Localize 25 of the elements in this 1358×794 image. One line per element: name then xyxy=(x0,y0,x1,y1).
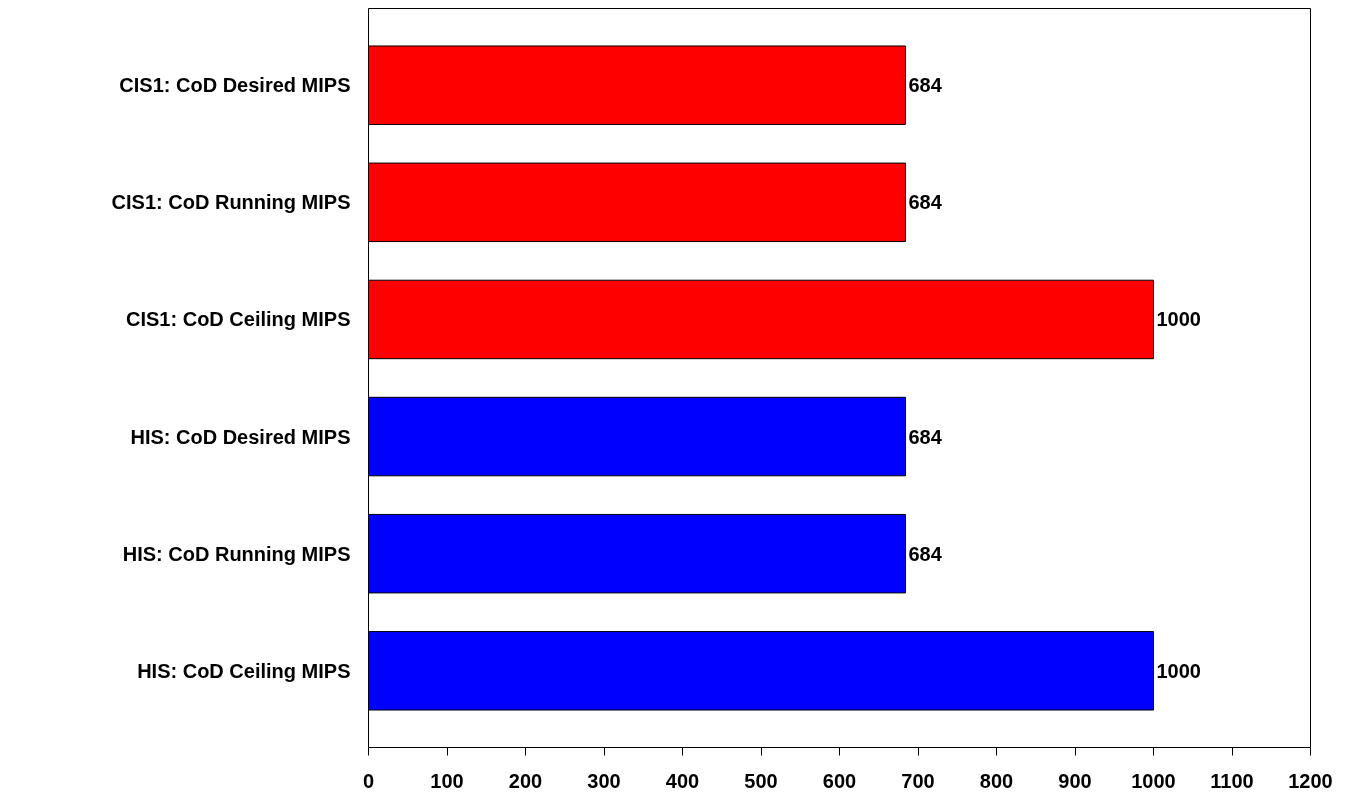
data-label: 684 xyxy=(908,191,943,214)
y-tick-label: CIS1: CoD Ceiling MIPS xyxy=(126,308,351,331)
x-tick-label: 800 xyxy=(979,769,1014,792)
y-tick-label: HIS: CoD Ceiling MIPS xyxy=(137,659,351,682)
x-tick-label: 400 xyxy=(665,769,700,792)
x-tick-label: 500 xyxy=(744,769,778,792)
x-tick-label: 300 xyxy=(587,769,621,792)
y-tick-label: HIS: CoD Desired MIPS xyxy=(130,425,351,448)
data-label: 684 xyxy=(908,425,943,448)
x-tick-label: 1100 xyxy=(1210,769,1254,792)
x-tick-label: 900 xyxy=(1058,769,1092,792)
data-label: 684 xyxy=(908,74,943,97)
x-tick-label: 1200 xyxy=(1288,769,1333,792)
x-tick-label: 1000 xyxy=(1131,769,1176,792)
data-label: 1000 xyxy=(1156,659,1201,682)
data-label: 1000 xyxy=(1156,308,1201,331)
y-tick-label: CIS1: CoD Desired MIPS xyxy=(119,74,351,97)
x-tick-label: 600 xyxy=(822,769,857,792)
data-label: 684 xyxy=(908,542,943,565)
y-tick-label: HIS: CoD Running MIPS xyxy=(122,542,351,565)
x-tick-label: 700 xyxy=(901,769,935,792)
x-tick-label: 100 xyxy=(430,769,464,792)
x-tick-label: 0 xyxy=(362,769,375,792)
y-tick-label: CIS1: CoD Running MIPS xyxy=(111,191,351,214)
x-tick-label: 200 xyxy=(508,769,543,792)
